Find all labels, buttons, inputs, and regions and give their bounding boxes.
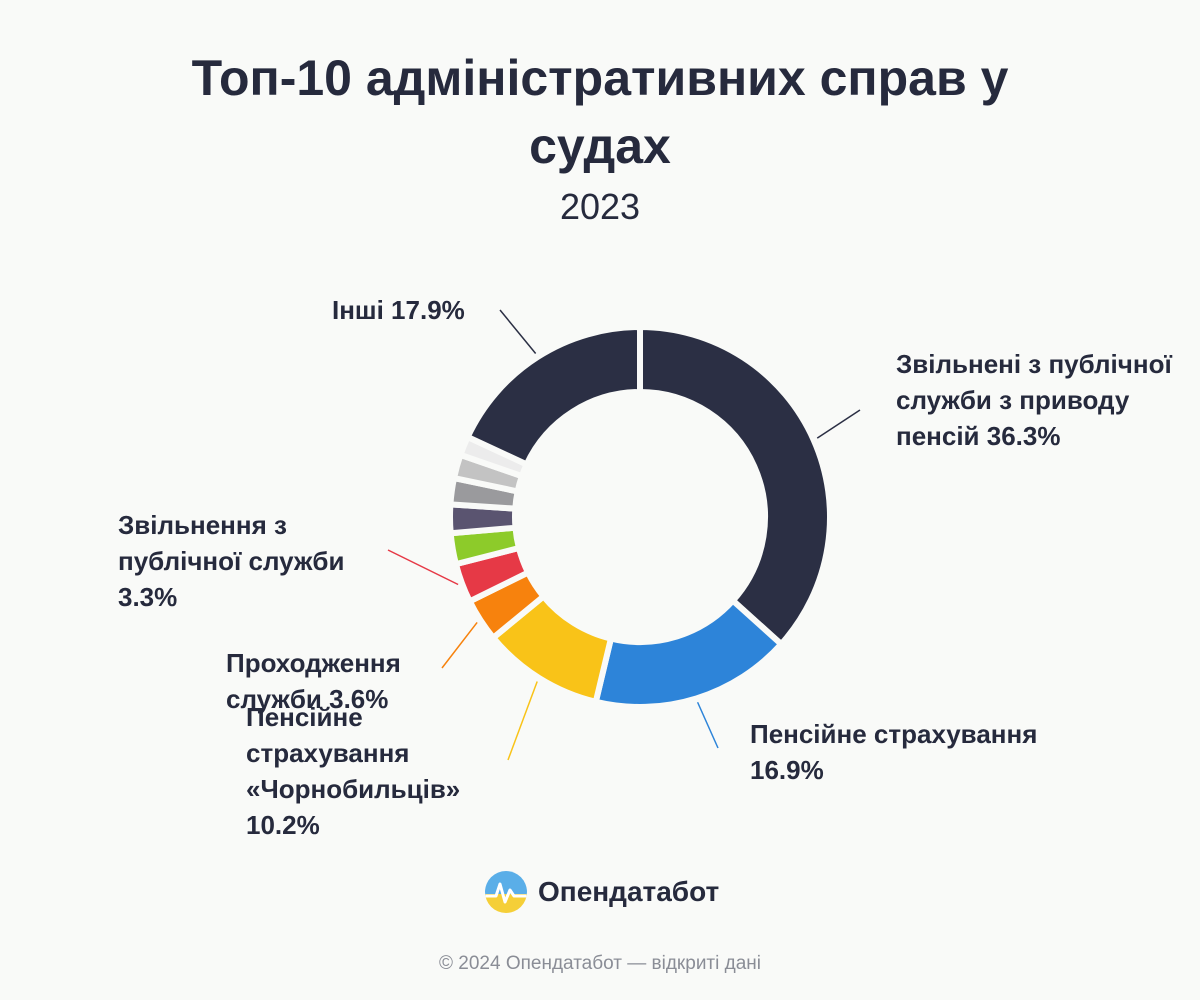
slice-pension-insurance: [592, 597, 785, 710]
brand-logo: Опендатабот: [484, 870, 719, 914]
label-chornobyl-insurance: Пенсійне страхування «Чорнобильців» 10.2…: [246, 702, 461, 840]
label-other: Інші 17.9%: [332, 295, 465, 325]
label-service: Проходження служби 3.6%: [226, 648, 401, 714]
leader-pension-insurance: [696, 701, 719, 749]
leader-pension-dismissal: [816, 409, 861, 439]
opendatabot-logo-icon: [485, 871, 527, 913]
label-pension-insurance: Пенсійне страхування 16.9%: [750, 719, 1038, 785]
leader-other: [499, 309, 537, 354]
copyright-text: © 2024 Опендатабот — відкриті дані: [439, 953, 761, 974]
brand-name: Опендатабот: [538, 876, 720, 907]
leader-service: [441, 621, 478, 669]
label-pension-dismissal: Звільнені з публічної служби з приводу п…: [896, 349, 1172, 451]
chart-title: Топ-10 адміністративних справ у судах: [191, 50, 1009, 174]
slice-pension-dismissal: [637, 324, 833, 648]
slice-other: [464, 324, 643, 468]
leader-public-service-dismissal: [387, 549, 459, 586]
leader-chornobyl-insurance: [507, 681, 538, 761]
chart-subtitle: 2023: [559, 186, 641, 227]
label-public-service-dismissal: Звільнення з публічної служби 3.3%: [118, 510, 345, 612]
